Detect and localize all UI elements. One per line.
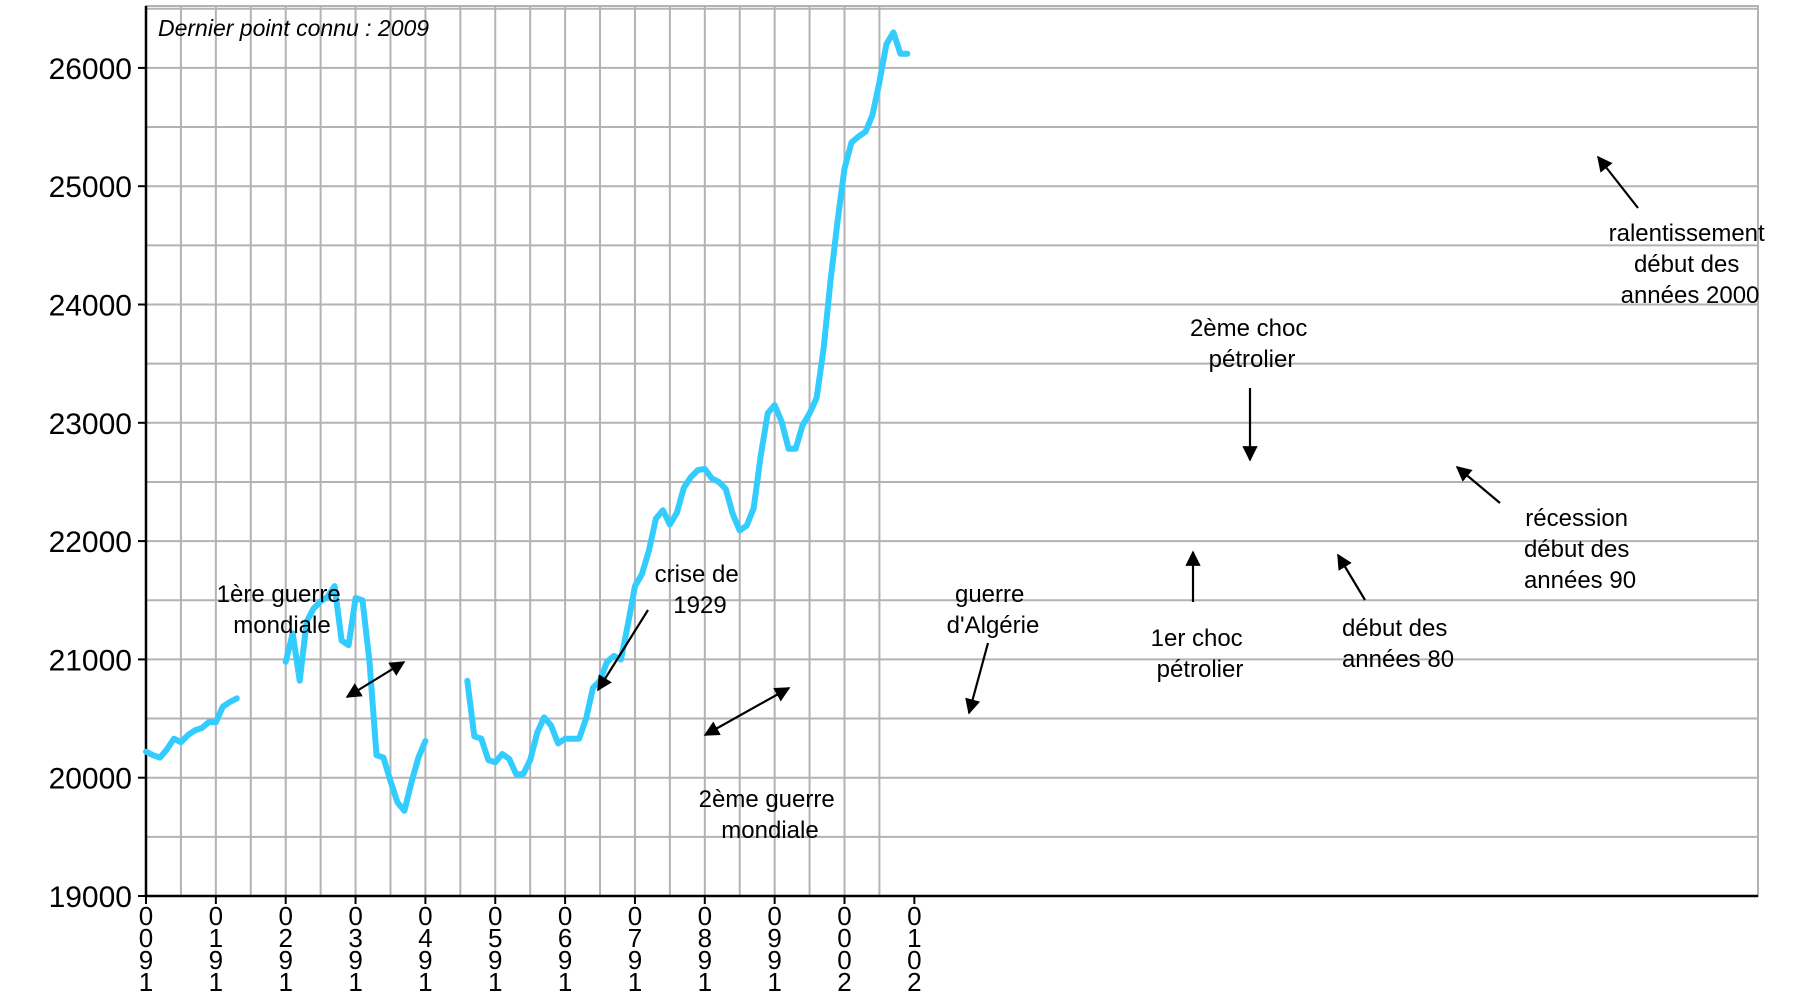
- annotation-2000s: ralentissement début des années 2000: [1609, 220, 1772, 309]
- x-tick-char: 1: [209, 967, 223, 992]
- arrow-crisis-1929: [597, 609, 649, 692]
- series-line-segment: [464, 29, 911, 778]
- annotation-oil-shock-1: 1er choc pétrolier: [1151, 625, 1250, 683]
- x-tick-char: 0: [907, 945, 921, 975]
- arrow-2000s: [1597, 155, 1639, 209]
- annotation-80s: début des années 80: [1342, 615, 1454, 673]
- x-tick-char: 0: [418, 901, 432, 931]
- x-tick-char: 7: [628, 923, 642, 953]
- x-tick-char: 1: [698, 967, 712, 992]
- arrow-algeria: [965, 642, 990, 715]
- arrow-90s: [1455, 466, 1501, 504]
- annotation-arrows: [345, 155, 1639, 736]
- x-tick-char: 0: [628, 901, 642, 931]
- x-tick-char: 1: [767, 967, 781, 992]
- x-tick-labels: 0091019102910391049105910691079108910991…: [139, 901, 922, 992]
- x-tick-char: 1: [139, 967, 153, 992]
- x-tick-char: 0: [139, 901, 153, 931]
- x-tick-char: 9: [698, 945, 712, 975]
- x-tick-char: 9: [278, 945, 292, 975]
- series-line-segment: [282, 583, 429, 814]
- x-tick-char: 9: [628, 945, 642, 975]
- y-tick-label: 23000: [49, 408, 132, 441]
- x-tick-char: 0: [698, 901, 712, 931]
- x-tick-char: 2: [837, 967, 851, 992]
- x-tick-char: 1: [628, 967, 642, 992]
- y-tick-label: 22000: [49, 526, 132, 559]
- arrow-80s: [1337, 553, 1366, 601]
- y-tick-label: 24000: [49, 290, 132, 323]
- x-tick-char: 5: [488, 923, 502, 953]
- x-tick-char: 0: [139, 923, 153, 953]
- x-tick-char: 0: [767, 901, 781, 931]
- y-tick-label: 25000: [49, 171, 132, 204]
- x-tick-char: 2: [907, 967, 921, 992]
- x-tick-char: 1: [907, 923, 921, 953]
- x-tick-char: 9: [348, 945, 362, 975]
- x-tick-char: 1: [348, 967, 362, 992]
- x-tick-char: 9: [488, 945, 502, 975]
- annotation-ww1: 1ère guerre mondiale: [217, 581, 348, 639]
- x-tick-char: 0: [837, 923, 851, 953]
- grid-lines: [145, 5, 1759, 897]
- arrow-ww2: [703, 687, 791, 736]
- annotation-ww2: 2ème guerre mondiale: [699, 786, 842, 844]
- annotation-algeria: guerre d'Algérie: [947, 581, 1040, 639]
- x-tick-char: 2: [278, 923, 292, 953]
- x-tick-char: 9: [767, 945, 781, 975]
- x-tick-char: 9: [139, 945, 153, 975]
- x-tick-char: 0: [209, 901, 223, 931]
- axes: [138, 6, 1758, 904]
- x-tick-char: 0: [348, 901, 362, 931]
- x-tick-char: 1: [488, 967, 502, 992]
- x-tick-char: 9: [209, 945, 223, 975]
- series-line-segment: [143, 695, 240, 761]
- annotation-labels: 1ère guerre mondiale crise de 1929 2ème …: [217, 220, 1772, 844]
- x-tick-char: 9: [558, 945, 572, 975]
- x-tick-char: 1: [558, 967, 572, 992]
- arrow-ww1: [345, 661, 406, 698]
- x-tick-char: 1: [209, 923, 223, 953]
- x-tick-char: 8: [698, 923, 712, 953]
- series-lines: [143, 29, 911, 814]
- annotation-90s: récession début des années 90: [1524, 505, 1636, 594]
- x-tick-char: 0: [278, 901, 292, 931]
- x-tick-char: 1: [418, 967, 432, 992]
- x-tick-char: 3: [348, 923, 362, 953]
- last-known-point-note: Dernier point connu : 2009: [158, 15, 429, 41]
- y-tick-label: 20000: [49, 763, 132, 796]
- x-tick-char: 6: [558, 923, 572, 953]
- x-tick-char: 4: [418, 923, 432, 953]
- y-tick-label: 21000: [49, 644, 132, 677]
- x-tick-char: 0: [558, 901, 572, 931]
- x-tick-char: 0: [837, 945, 851, 975]
- x-tick-char: 0: [837, 901, 851, 931]
- x-tick-char: 9: [418, 945, 432, 975]
- annotation-crisis-1929: crise de 1929: [655, 561, 746, 619]
- y-tick-label: 26000: [49, 53, 132, 86]
- x-tick-char: 9: [767, 923, 781, 953]
- annotation-oil-shock-2: 2ème choc pétrolier: [1190, 315, 1314, 373]
- y-tick-label: 19000: [49, 881, 132, 914]
- x-tick-char: 0: [907, 901, 921, 931]
- x-tick-char: 0: [488, 901, 502, 931]
- x-tick-char: 1: [278, 967, 292, 992]
- y-tick-labels: 19000 20000 21000 22000 23000 24000 25000 26000: [49, 53, 132, 914]
